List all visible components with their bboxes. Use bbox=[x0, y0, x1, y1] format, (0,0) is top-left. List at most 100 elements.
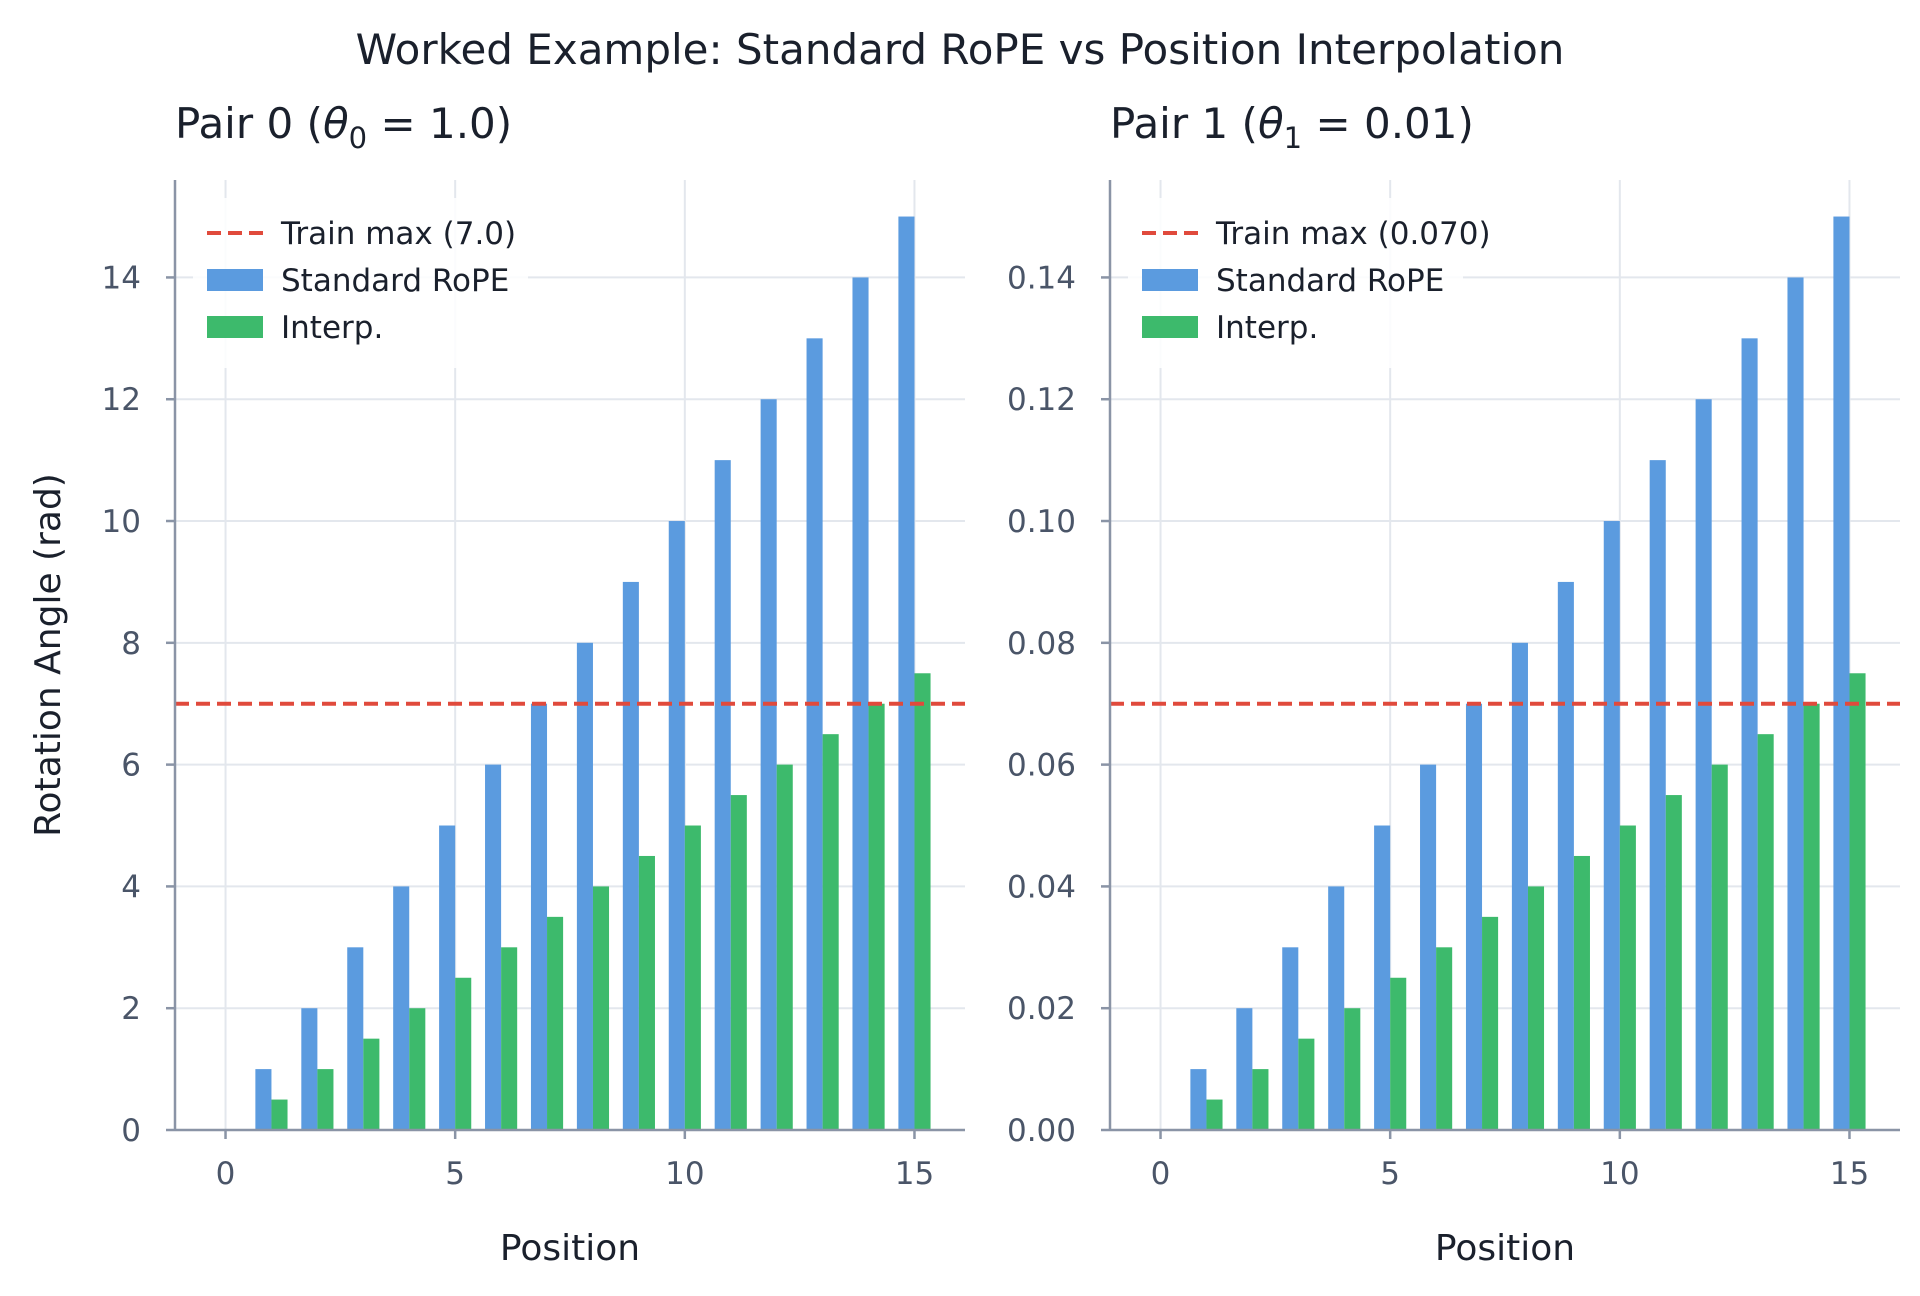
bar-interp bbox=[914, 673, 931, 1130]
bar-standard-rope bbox=[439, 825, 456, 1130]
bar-standard-rope bbox=[1649, 460, 1666, 1131]
y-tick-label: 6 bbox=[121, 748, 141, 784]
bar-interp bbox=[1757, 734, 1774, 1130]
bar-interp bbox=[730, 795, 747, 1130]
bar-standard-rope bbox=[301, 1008, 318, 1130]
x-tick-label: 15 bbox=[1830, 1156, 1869, 1192]
bar-standard-rope bbox=[1833, 216, 1850, 1131]
y-tick-label: 0.02 bbox=[1007, 991, 1076, 1027]
bar-interp bbox=[1206, 1099, 1223, 1130]
bar-interp bbox=[868, 703, 885, 1130]
bar-interp bbox=[638, 855, 655, 1130]
bar-standard-rope bbox=[1465, 703, 1483, 1130]
panel-title: Pair 1 (θ1 = 0.01) bbox=[1110, 99, 1474, 155]
bar-interp bbox=[409, 1008, 426, 1130]
bar-interp bbox=[1390, 977, 1407, 1130]
bar-interp bbox=[501, 947, 518, 1130]
bar-interp bbox=[1619, 825, 1636, 1130]
bar-standard-rope bbox=[1603, 521, 1620, 1130]
x-axis-label: Position bbox=[500, 1228, 640, 1269]
bar-interp bbox=[1711, 764, 1728, 1130]
bar-interp bbox=[1665, 795, 1682, 1130]
bar-standard-rope bbox=[1420, 764, 1437, 1130]
legend-swatch-standard-rope bbox=[1142, 269, 1198, 291]
legend-label: Train max (7.0) bbox=[280, 216, 516, 252]
bar-standard-rope bbox=[898, 216, 915, 1131]
bar-interp bbox=[592, 886, 610, 1130]
bar-interp bbox=[1849, 673, 1866, 1130]
bar-standard-rope bbox=[576, 642, 593, 1130]
bar-standard-rope bbox=[1282, 947, 1299, 1130]
bar-interp bbox=[684, 825, 701, 1130]
bar-interp bbox=[455, 977, 472, 1130]
bar-standard-rope bbox=[393, 886, 410, 1130]
y-tick-label: 10 bbox=[102, 504, 141, 540]
bar-standard-rope bbox=[1557, 581, 1574, 1130]
y-tick-label: 0.12 bbox=[1007, 382, 1076, 418]
x-tick-label: 5 bbox=[445, 1156, 465, 1192]
y-axis-label: Rotation Angle (rad) bbox=[28, 473, 69, 837]
y-tick-label: 0 bbox=[121, 1113, 141, 1149]
chart-panel-0: 0 2 4 6 8 10 12 14 0 5 10 15 Position Rotation Angle … bbox=[28, 99, 965, 1269]
x-tick-label: 5 bbox=[1380, 1156, 1400, 1192]
legend-swatch-interp bbox=[1142, 316, 1198, 338]
legend-label: Standard RoPE bbox=[1216, 263, 1444, 299]
bar-interp bbox=[1573, 855, 1590, 1130]
x-tick-label: 10 bbox=[665, 1156, 704, 1192]
bar-standard-rope bbox=[1190, 1069, 1207, 1130]
bar-standard-rope bbox=[1511, 642, 1528, 1130]
y-tick-label: 0.06 bbox=[1007, 748, 1076, 784]
bar-interp bbox=[1482, 916, 1499, 1130]
y-tick-label: 2 bbox=[121, 991, 141, 1027]
bar-interp bbox=[271, 1099, 288, 1130]
bar-standard-rope bbox=[1695, 399, 1712, 1130]
y-tick-label: 8 bbox=[121, 626, 141, 662]
figure-suptitle: Worked Example: Standard RoPE vs Positio… bbox=[356, 25, 1565, 74]
bar-standard-rope bbox=[622, 581, 639, 1130]
bar-standard-rope bbox=[347, 947, 364, 1130]
y-tick-label: 4 bbox=[121, 869, 141, 905]
bar-standard-rope bbox=[485, 764, 502, 1130]
x-axis-label: Position bbox=[1435, 1228, 1575, 1269]
bar-interp bbox=[1803, 703, 1820, 1130]
bar-standard-rope bbox=[1374, 825, 1391, 1130]
x-tick-label: 0 bbox=[1151, 1156, 1171, 1192]
legend-label: Interp. bbox=[1216, 310, 1318, 346]
bar-standard-rope bbox=[1741, 338, 1758, 1130]
bar-standard-rope bbox=[760, 399, 777, 1130]
y-tick-label: 0.04 bbox=[1007, 869, 1076, 905]
bar-standard-rope bbox=[255, 1069, 272, 1130]
bar-standard-rope bbox=[530, 703, 548, 1130]
y-tick-label: 0.00 bbox=[1007, 1113, 1076, 1149]
bar-interp bbox=[1298, 1038, 1315, 1130]
y-tick-label: 14 bbox=[102, 260, 141, 296]
bar-standard-rope bbox=[1236, 1008, 1253, 1130]
legend-swatch-interp bbox=[207, 316, 263, 338]
x-tick-label: 15 bbox=[895, 1156, 934, 1192]
bar-interp bbox=[776, 764, 793, 1130]
bar-interp bbox=[547, 916, 564, 1130]
bar-interp bbox=[1436, 947, 1453, 1130]
bar-interp bbox=[363, 1038, 380, 1130]
bar-interp bbox=[1344, 1008, 1361, 1130]
legend: Train max (0.070) Standard RoPE Interp. bbox=[1128, 198, 1491, 368]
bar-interp bbox=[822, 734, 839, 1130]
panel-title: Pair 0 (θ0 = 1.0) bbox=[175, 99, 512, 155]
legend-label: Interp. bbox=[281, 310, 383, 346]
bar-interp bbox=[1252, 1069, 1269, 1130]
legend: Train max (7.0) Standard RoPE Interp. bbox=[193, 198, 528, 368]
y-tick-label: 12 bbox=[102, 382, 141, 418]
legend-label: Train max (0.070) bbox=[1215, 216, 1491, 252]
bar-interp bbox=[317, 1069, 334, 1130]
y-tick-label: 0.10 bbox=[1007, 504, 1076, 540]
y-tick-label: 0.08 bbox=[1007, 626, 1076, 662]
bar-standard-rope bbox=[714, 460, 731, 1131]
y-tick-label: 0.14 bbox=[1007, 260, 1076, 296]
bar-interp bbox=[1527, 886, 1545, 1130]
x-tick-label: 0 bbox=[216, 1156, 236, 1192]
bar-standard-rope bbox=[668, 521, 685, 1130]
bar-standard-rope bbox=[1328, 886, 1345, 1130]
bar-standard-rope bbox=[806, 338, 823, 1130]
